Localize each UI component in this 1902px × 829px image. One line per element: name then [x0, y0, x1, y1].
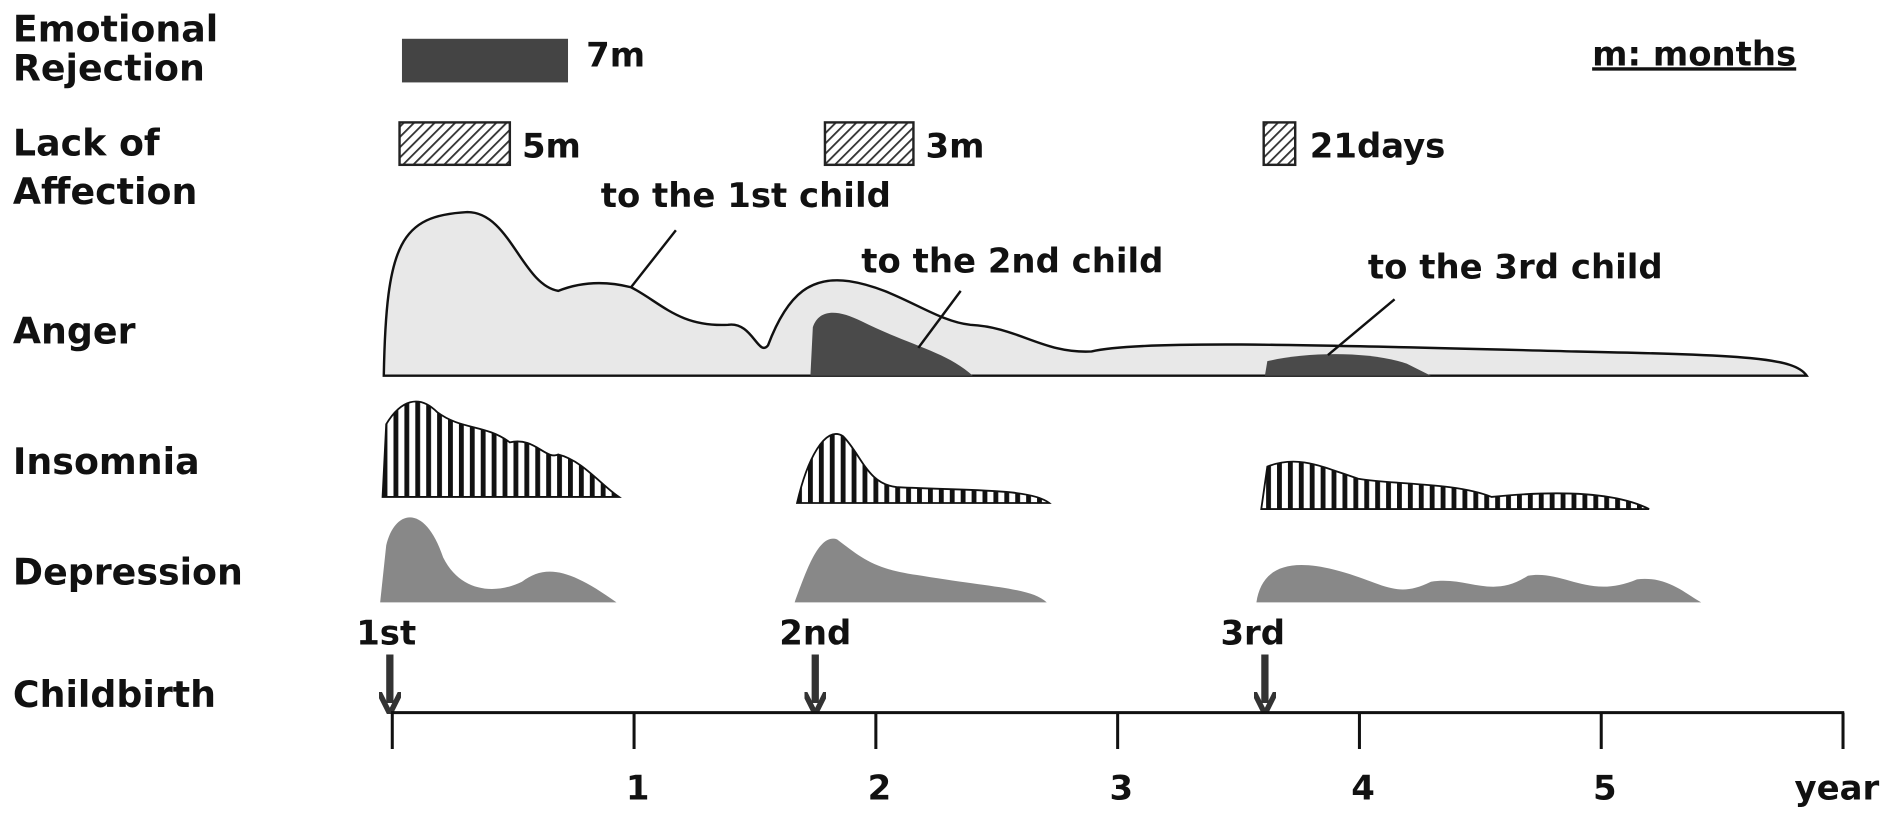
affection-bar [398, 121, 512, 167]
tick-label: 2 [868, 770, 892, 809]
duration-label: 7m [586, 36, 645, 75]
depression-curve [380, 517, 617, 603]
duration-label: 3m [926, 127, 985, 166]
annotation: to the 3rd child [1368, 249, 1663, 288]
row-label: Lack of [13, 121, 161, 164]
tick-label: 5 [1593, 770, 1617, 809]
row-label: Childbirth [13, 673, 216, 716]
annotation: to the 1st child [601, 177, 891, 216]
depression-curve [1256, 565, 1702, 603]
axis-label: year [1795, 770, 1880, 809]
row-label: Emotional [13, 8, 218, 51]
insomnia-curve [795, 433, 1052, 504]
duration-label: 21days [1310, 127, 1446, 166]
depression-curve [794, 538, 1047, 603]
insomnia-curve [1260, 460, 1650, 510]
callout-line [1327, 298, 1396, 357]
row-label: Rejection [13, 46, 205, 89]
tick-label: 3 [1109, 770, 1133, 809]
anger-curve [382, 210, 1809, 377]
birth-label: 3rd [1220, 615, 1285, 654]
row-label: Insomnia [13, 440, 200, 483]
birth-label: 2nd [779, 615, 851, 654]
tick-label: 4 [1351, 770, 1375, 809]
callout-line [630, 229, 677, 288]
affection-bar [1262, 121, 1297, 167]
anger-child-area [810, 312, 973, 376]
rejection-bar [401, 38, 569, 83]
callout-line [917, 290, 962, 349]
insomnia-curve [381, 400, 622, 498]
row-label: Affection [13, 170, 197, 213]
axis-ticks: 1 2 3 4 5 [390, 712, 1845, 809]
row-label: Depression [13, 550, 243, 593]
annotation: to the 2nd child [861, 243, 1163, 282]
tick-label: 1 [626, 770, 650, 809]
legend-note: m: months [1592, 35, 1796, 74]
anger-child-area [1264, 354, 1431, 376]
row-label: Anger [13, 309, 136, 352]
duration-label: 5m [522, 127, 581, 166]
birth-label: 1st [356, 615, 416, 654]
affection-bar [823, 121, 915, 167]
